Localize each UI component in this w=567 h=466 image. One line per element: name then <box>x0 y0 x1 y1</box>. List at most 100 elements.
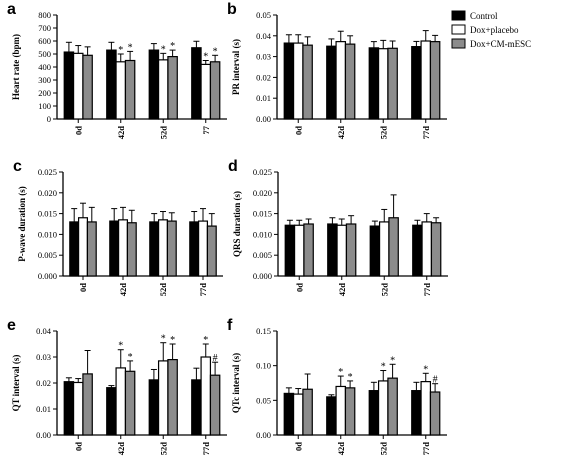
y-axis-label: QTc interval (s) <box>231 353 241 413</box>
y-tick-label: 0.010 <box>38 229 57 239</box>
panel-letter-e: e <box>7 317 16 334</box>
bar-control-42d <box>109 220 120 277</box>
y-tick-label: 0.025 <box>253 167 272 177</box>
bar-dox-cm-mesc-0d <box>302 388 313 436</box>
bar-control-77 <box>191 47 202 120</box>
bar-dox-cm-mesc-42d <box>126 222 137 277</box>
bar-dox-cm-mesc-0d <box>82 54 93 120</box>
legend-swatch-dox-placebo <box>451 24 466 35</box>
significance-mark: * <box>423 364 428 375</box>
significance-mark: * <box>128 352 133 363</box>
panel-e: e 0.00 0.01 0.02 0.03 0.04 QT interval (s) 0d * *… <box>7 317 227 455</box>
significance-mark: * <box>128 42 133 53</box>
significance-mark: # <box>213 353 218 364</box>
y-tick-label: 0.01 <box>256 93 271 103</box>
x-tick-label: 42d <box>116 442 126 456</box>
bar-control-0d <box>63 51 75 120</box>
significance-mark: * <box>213 46 218 57</box>
y-tick-label: 0.15 <box>256 326 271 336</box>
bar-dox-placebo-42d <box>335 385 347 436</box>
bar-control-42d <box>327 223 338 277</box>
bar-dox-cm-mesc-77d <box>206 225 217 277</box>
bar-control-42d <box>106 387 117 436</box>
significance-mark: * <box>338 367 343 378</box>
panel-letter-a: a <box>7 1 16 18</box>
bar-dox-placebo-42d <box>115 61 127 120</box>
y-tick-label: 500 <box>38 49 51 59</box>
x-tick-label: 52d <box>158 283 168 297</box>
x-tick-label: 42d <box>337 283 347 297</box>
bar-control-77d <box>411 46 422 120</box>
bar-dox-placebo-52d <box>377 380 389 436</box>
panel-letter-f: f <box>227 317 233 334</box>
x-tick-label: 0d <box>293 442 303 451</box>
bar-dox-placebo-0d <box>292 393 304 436</box>
y-axis-label: PR interval (s) <box>231 39 241 95</box>
y-tick-label: 0.00 <box>256 430 271 440</box>
x-tick-label: 0d <box>73 442 83 451</box>
x-tick-label: 0d <box>293 126 303 135</box>
bar-dox-cm-mesc-0d <box>302 44 313 120</box>
y-tick-label: 100 <box>38 101 51 111</box>
bar-dox-placebo-0d <box>77 217 88 277</box>
y-tick-label: 200 <box>38 88 51 98</box>
x-tick-label: 77d <box>422 283 432 297</box>
x-tick-label: 52d <box>158 126 168 140</box>
bar-dox-cm-mesc-52d <box>167 55 178 120</box>
y-tick-label: 0.04 <box>256 31 272 41</box>
bar-control-42d <box>326 45 337 120</box>
significance-mark: * <box>118 341 123 352</box>
y-tick-label: 0 <box>47 114 51 124</box>
bar-dox-cm-mesc-77d <box>430 222 442 277</box>
bar-dox-cm-mesc-42d <box>124 59 136 120</box>
y-tick-label: 0.020 <box>253 188 272 198</box>
bar-dox-cm-mesc-42d <box>344 43 356 120</box>
bar-dox-cm-mesc-42d <box>124 370 136 436</box>
bar-dox-placebo-52d <box>378 221 390 277</box>
y-tick-label: 0.03 <box>36 352 51 362</box>
y-tick-label: 0.00 <box>256 114 271 124</box>
x-tick-label: 77d <box>421 442 431 456</box>
y-tick-label: 400 <box>38 62 51 72</box>
x-tick-label: 0d <box>78 283 88 292</box>
bar-dox-placebo-42d <box>335 41 347 120</box>
y-axis-label: QRS duration (s) <box>232 191 242 257</box>
x-tick-label: 42d <box>336 126 346 140</box>
x-tick-label: 77 <box>201 125 211 134</box>
significance-mark: * <box>161 44 166 55</box>
bar-dox-placebo-0d <box>72 52 84 120</box>
x-tick-label: 42d <box>116 126 126 140</box>
bar-dox-placebo-77d <box>421 221 433 277</box>
bar-dox-placebo-52d <box>377 48 389 120</box>
bar-dox-cm-mesc-77d <box>429 41 441 120</box>
panel-letter-c: c <box>13 158 22 175</box>
y-axis-label: QT interval (s) <box>11 355 21 412</box>
bar-control-77d <box>191 379 202 436</box>
significance-mark: * <box>170 335 175 346</box>
bar-dox-placebo-77d <box>200 356 212 436</box>
y-tick-label: 0.01 <box>36 404 51 414</box>
significance-mark: * <box>170 41 175 52</box>
y-tick-label: 0.05 <box>256 395 271 405</box>
bar-dox-placebo-52d <box>158 219 169 277</box>
x-tick-label: 52d <box>378 126 388 140</box>
y-tick-label: 0.00 <box>36 430 51 440</box>
x-tick-label: 77d <box>201 442 211 456</box>
bar-control-52d <box>148 379 160 436</box>
bar-dox-placebo-0d <box>293 224 305 277</box>
y-tick-label: 0.010 <box>253 229 272 239</box>
legend-swatch-dox-cm-mesc <box>451 38 466 49</box>
y-axis-label: P-wave duration (s) <box>17 186 27 262</box>
bar-dox-placebo-52d <box>157 59 169 120</box>
bar-dox-placebo-77d <box>420 40 432 120</box>
bar-dox-cm-mesc-52d <box>388 217 399 277</box>
y-axis-label: Heart rate (bpm) <box>11 34 21 100</box>
panel-letter-d: d <box>228 158 238 175</box>
bar-control-52d <box>149 221 160 277</box>
x-tick-label: 42d <box>118 283 128 297</box>
x-tick-label: 52d <box>379 283 389 297</box>
y-tick-label: 0.005 <box>253 250 272 260</box>
significance-mark: * <box>203 335 208 346</box>
x-tick-label: 52d <box>158 442 168 456</box>
